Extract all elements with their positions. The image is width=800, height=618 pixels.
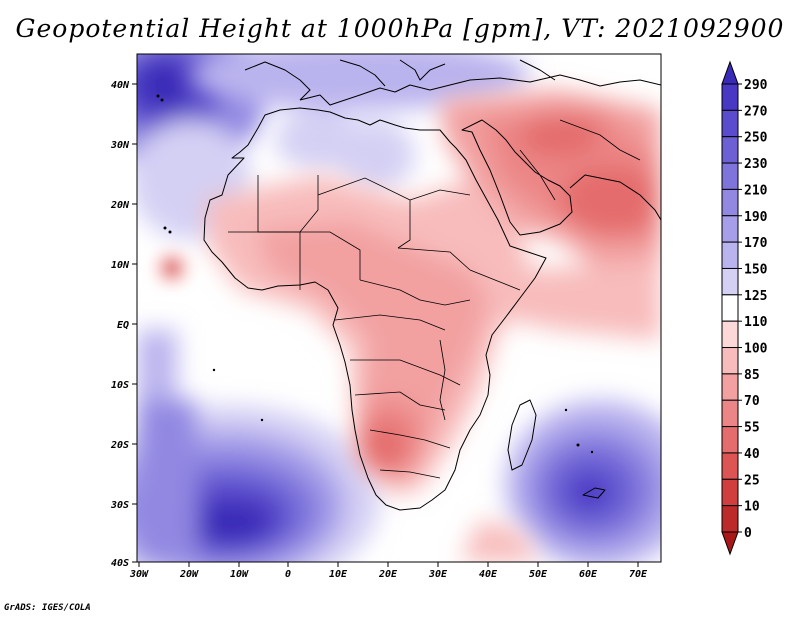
colorbar-label: 230 — [744, 157, 768, 172]
colorbar-label: 0 — [744, 526, 752, 541]
lat-tick-eq: EQ — [117, 320, 129, 331]
country-borders — [228, 119, 641, 479]
colorbar-segment — [721, 267, 739, 296]
colorbar-label: 85 — [744, 368, 760, 383]
colorbar-segment — [721, 399, 739, 428]
lat-tick-30n: 30N — [110, 140, 130, 151]
colorbar-label: 100 — [744, 342, 768, 357]
lat-tick-20s: 20S — [110, 440, 129, 451]
colorbar-label: 10 — [744, 500, 760, 515]
lat-tick-40n: 40N — [111, 80, 130, 91]
lon-tick-30e: 30E — [428, 569, 448, 580]
colorbar-segment — [721, 452, 739, 480]
lon-tick-10e: 10E — [329, 569, 348, 580]
lon-tick-20e: 20E — [378, 569, 398, 580]
lon-tick-60e: 60E — [579, 569, 598, 580]
colorbar-segment — [721, 294, 739, 322]
lon-tick-30w: 30W — [129, 569, 149, 580]
grads-credit: GrADS: IGES/COLA — [4, 603, 91, 613]
colorbar-segment — [721, 373, 739, 401]
colorbar-label: 170 — [744, 236, 768, 251]
lat-tick-20n: 20N — [110, 200, 130, 211]
lon-tick-50e: 50E — [529, 569, 548, 580]
colorbar: 2902702502302101901701501251101008570554… — [721, 60, 768, 556]
colorbar-label: 150 — [744, 262, 768, 277]
lat-tick-30s: 30S — [110, 500, 129, 511]
colorbar-label: 250 — [744, 131, 768, 146]
colorbar-label: 25 — [744, 473, 760, 488]
colorbar-label: 55 — [744, 421, 760, 436]
colorbar-label: 125 — [744, 289, 767, 304]
lat-tick-40s: 40S — [111, 558, 129, 569]
colorbar-segment — [721, 136, 739, 164]
colorbar-segment — [721, 188, 739, 217]
colorbar-label: 190 — [744, 210, 768, 225]
colorbar-label: 210 — [744, 183, 768, 198]
colorbar-segment — [721, 505, 739, 533]
map-frame — [136, 53, 662, 563]
lat-tick-10n: 10N — [111, 260, 130, 271]
map-title: Geopotential Height at 1000hPa [gpm], VT… — [15, 14, 785, 43]
lon-tick-40e: 40E — [479, 569, 498, 580]
islands — [156, 94, 594, 454]
lon-tick-0: 0 — [285, 569, 291, 580]
colorbar-segment-top — [721, 60, 739, 85]
colorbar-segment-bottom — [721, 531, 739, 556]
colorbar-segment — [721, 426, 739, 454]
colorbar-label: 70 — [744, 394, 760, 409]
colorbar-segment — [721, 478, 739, 507]
colorbar-label: 40 — [744, 447, 760, 462]
colorbar-label: 110 — [744, 315, 768, 330]
colorbar-segment — [721, 162, 739, 190]
height-field — [137, 54, 661, 562]
colorbar-segment — [721, 347, 739, 375]
colorbar-label: 290 — [744, 78, 768, 93]
colorbar-label: 270 — [744, 104, 768, 119]
colorbar-segment — [721, 109, 739, 138]
lon-tick-70e: 70E — [629, 569, 648, 580]
lat-axis: 40N 30N 20N 10N EQ 10S 20S 30S 40S — [110, 80, 137, 569]
lon-axis: 30W 20W 10W 0 10E 20E 30E 40E 50E 60E 70… — [129, 562, 648, 580]
lat-tick-10s: 10S — [111, 380, 129, 391]
coastlines — [203, 59, 661, 511]
colorbar-segment — [721, 83, 739, 111]
lon-tick-20w: 20W — [179, 569, 199, 580]
colorbar-segment — [721, 320, 739, 349]
colorbar-segment — [721, 241, 739, 269]
lon-tick-10w: 10W — [230, 569, 249, 580]
colorbar-segment — [721, 215, 739, 243]
